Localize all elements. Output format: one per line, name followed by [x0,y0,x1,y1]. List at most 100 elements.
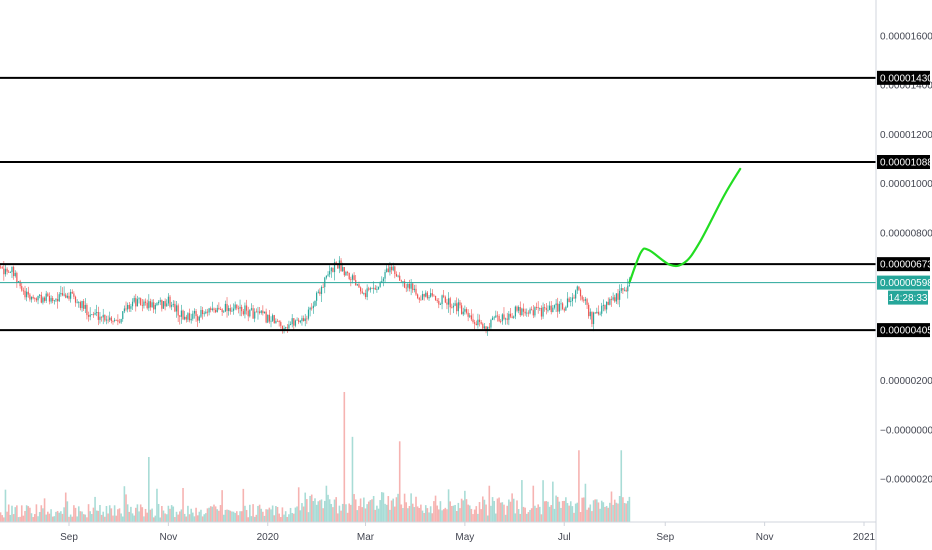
candle-body [381,281,383,283]
volume-bar [496,498,499,522]
candle-body [226,303,228,311]
candle-body [167,296,169,304]
candle-body [32,296,34,299]
volume-bar [226,509,228,522]
volume-bar [552,481,554,522]
candle-body [255,311,257,313]
volume-bar [165,514,168,522]
volume-bar [66,501,69,522]
candle-body [153,302,155,310]
volume-bar [568,505,570,522]
candle-body [250,308,253,310]
candle-body [104,314,106,321]
volume-bar [628,496,631,522]
volume-bar [582,497,585,522]
volume-bar [16,505,18,522]
volume-bar [144,508,147,522]
candle-body [86,305,88,316]
volume-bar [20,505,23,522]
price-axis[interactable]: 0.00001600 0.00001400 0.00001200 0.00001000… [880,32,932,486]
volume-bar [123,486,126,522]
volume-bar [258,504,261,522]
volume-bar [218,510,220,522]
candle-body [135,297,137,307]
volume-bar [279,517,282,522]
volume-bar [421,510,424,522]
candle-body [223,311,225,313]
candle-body [237,308,240,310]
candle-body [249,309,251,317]
volume-bar [74,507,77,522]
volume-bar [516,500,518,522]
volume-bar [222,514,225,522]
volume-bar [289,507,292,522]
volume-bar [359,498,362,522]
volume-bar [250,516,253,522]
volume-bar [22,515,25,522]
candle-body [477,319,479,326]
volume-bar [607,507,610,522]
volume-bar [192,512,194,522]
volume-bar [452,505,455,522]
candle-body [335,262,337,264]
price-tick-label: −0.00000000 [880,425,932,436]
candle-body [472,319,474,323]
volume-bar [268,507,271,522]
horizontal-levels[interactable] [0,76,876,332]
time-axis[interactable]: Sep Nov 2020 Mar May Jul Sep Nov 2021 [60,522,876,543]
volume-bar [130,506,132,522]
candle-body [94,312,96,315]
volume-bar [411,503,414,522]
volume-bar [159,517,162,522]
candle-body [228,308,230,311]
volume-bar [527,512,530,522]
candle-body [514,306,516,317]
candle-body [4,268,7,275]
volume-bar [488,485,491,522]
candle-body [462,311,464,315]
volume-bar [315,504,318,522]
volume-bar [82,514,85,522]
candle-body [434,295,437,301]
volume-bar [524,507,526,522]
candle-body [188,313,191,321]
candle-body [27,291,29,295]
candle-body [575,290,577,299]
candle-body [39,294,41,296]
candle-body [465,309,468,313]
candle-body [449,298,451,308]
candle-body [146,302,148,309]
volume-bar [537,504,539,522]
volume-bar [175,511,178,522]
time-tick-label: May [455,532,474,543]
candle-body [620,288,622,291]
volume-bar [565,497,567,522]
candle-body [309,307,311,310]
volume-bar [615,502,618,522]
candle-body [252,308,254,319]
candle-body [276,320,279,322]
candle-body [182,310,184,320]
volume-bar [11,505,13,522]
candle-body [219,309,222,310]
candle-body [351,275,354,280]
volume-bar [573,512,575,522]
volume-bar [247,517,250,522]
candle-body [578,286,580,290]
candle-body [229,308,231,312]
projection-curve[interactable] [628,167,742,284]
candle-body [52,298,54,302]
candle-body [299,321,301,323]
candle-body [420,299,422,301]
candle-body [482,323,484,329]
volume-bar [304,492,307,522]
candle-body [84,305,86,309]
volume-bar [604,506,606,522]
candle-body [263,311,266,314]
level-price-label: 0.00001088 [880,158,932,169]
candle-body [118,321,121,323]
volume-bar [620,450,623,522]
volume-bar [288,514,290,522]
